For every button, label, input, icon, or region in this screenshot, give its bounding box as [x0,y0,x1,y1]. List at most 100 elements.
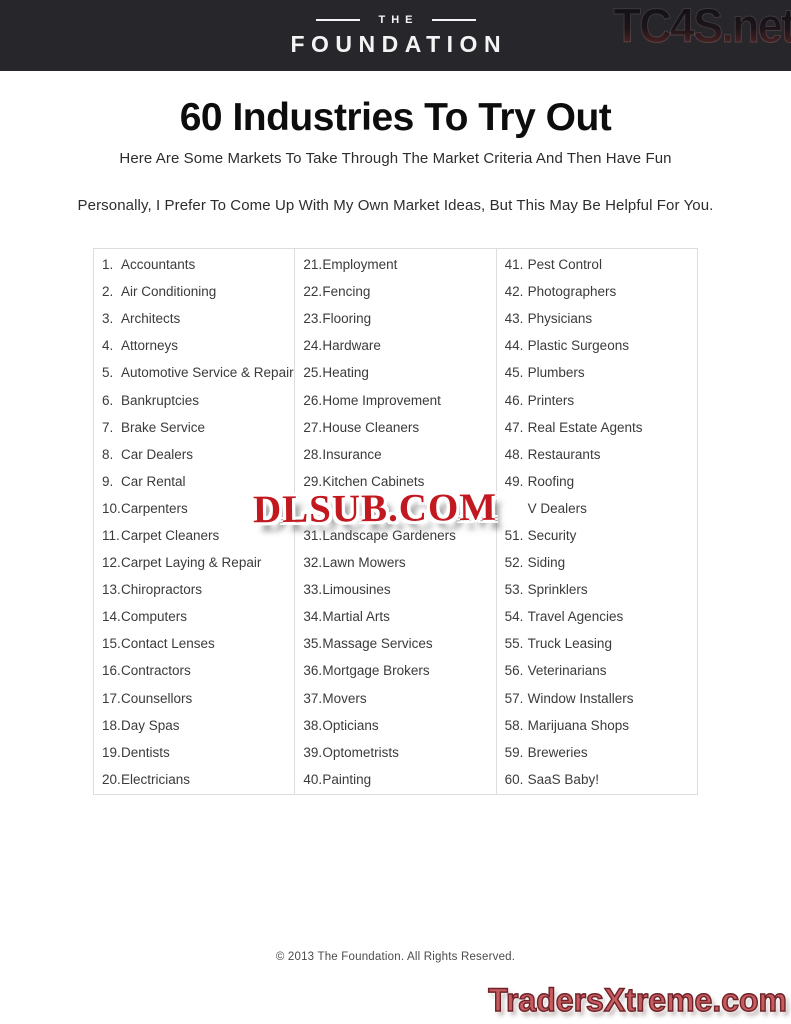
list-item: 36. Mortgage Brokers [303,657,495,684]
intro-note: Personally, I Prefer To Come Up With My … [77,197,714,214]
list-item: 12. Carpet Laying & Repair [102,549,294,576]
list-item-label: Plastic Surgeons [527,338,629,354]
list-item-label: Heating [322,365,369,381]
list-item-number: 17. [102,690,121,706]
list-item-number: 35. [303,636,323,652]
list-item: 17. Counsellors [102,685,294,712]
list-item-label: Fencing [322,284,371,300]
list-item-number: 25. [303,365,323,381]
list-item: 2. Air Conditioning [102,278,294,305]
copyright-text: © 2013 The Foundation. All Rights Reserv… [275,951,516,963]
list-item: 28. Insurance [303,441,495,468]
list-item-label: Dentists [121,744,170,760]
list-item-number: 8. [102,446,114,462]
list-item-label: Real Estate Agents [527,419,643,435]
list-item: 4. Attorneys [102,332,294,359]
list-item-label: Plumbers [527,365,585,381]
list-item-label: Painting [322,771,372,787]
list-item: 31. Landscape Gardeners [303,522,495,549]
list-item-number: 55. [504,636,524,652]
list-item-number: 39. [303,744,323,760]
list-item: 53. Sprinklers [505,576,697,603]
list-item-label: Counsellors [121,690,193,706]
logo-the-text: THE [378,14,419,26]
list-item: 5. Automotive Service & Repair [102,359,294,386]
list-item: 22. Fencing [303,278,495,305]
list-item: 10. Carpenters [102,495,294,522]
logo-top-row: THE [315,14,476,26]
list-item: 23. Flooring [303,305,495,332]
list-item-label: Computers [121,609,188,625]
list-item-number: 53. [504,582,524,598]
list-item-number: 3. [102,311,114,327]
list-item-label: Carpet Cleaners [121,527,220,543]
list-item-label: Kitchen Cabinets [322,473,425,489]
list-item-number: 37. [303,690,323,706]
list-item-number: 33. [303,582,323,598]
list-item: 18. Day Spas [102,712,294,739]
list-item-label: Chiropractors [121,582,203,598]
list-item-number: 2. [102,284,114,300]
list-item-label: Photographers [527,284,617,300]
list-item-label: Mortgage Brokers [322,663,430,679]
list-item-number: 47. [504,419,524,435]
list-item: 25. Heating [303,359,495,386]
list-item-label: Employment [322,257,398,273]
industry-column-2: 21. Employment 22. Fencing 23. Flooring 24. Har… [294,249,495,794]
list-item: 32. Lawn Mowers [303,549,495,576]
list-item-label: Limousines [322,582,391,598]
list-item-number: 31. [303,527,323,543]
list-item: 49. Roofing [505,468,697,495]
list-item-label: Car Rental [121,473,186,489]
industry-column-3: 41. Pest Control 42. Photographers 43. Physic… [495,249,697,794]
header-bar: THE FOUNDATION TC4S.net [0,0,791,71]
list-item: 56. Veterinarians [505,657,697,684]
list-item-label: Flooring [322,311,372,327]
list-item-number: 59. [504,744,524,760]
list-item: 59. Breweries [505,739,697,766]
list-item-number: 6. [102,392,114,408]
list-item: 44. Plastic Surgeons [505,332,697,359]
list-item-label: Attorneys [121,338,179,354]
list-item-number: 22. [303,284,323,300]
list-item: 13. Chiropractors [102,576,294,603]
list-item-number: 41. [504,257,524,273]
list-item: 41. Pest Control [505,251,697,278]
list-item: 57. Window Installers [505,685,697,712]
list-item: 54. Travel Agencies [505,603,697,630]
list-item: 1. Accountants [102,251,294,278]
list-item-label: Day Spas [121,717,180,733]
list-item: 42. Photographers [505,278,697,305]
list-item-label: Contractors [121,663,191,679]
list-item-number: 54. [504,609,524,625]
list-item-number: 32. [303,555,323,571]
list-item-number: 13. [102,582,121,598]
list-item: 19. Dentists [102,739,294,766]
list-item-number: 12. [102,555,121,571]
list-item-label: Marijuana Shops [527,717,629,733]
list-item-number: 7. [102,419,114,435]
list-item-label: Printers [527,392,575,408]
list-item-label: Contact Lenses [121,636,215,652]
list-item-number: 58. [504,717,524,733]
list-item: 55. Truck Leasing [505,630,697,657]
list-item: 39. Optometrists [303,739,495,766]
list-item-number: 42. [504,284,524,300]
watermark-tc4s: TC4S.net [613,0,791,54]
list-item-number: 46. [504,392,524,408]
list-item-number: 29. [303,473,323,489]
list-item-number: 43. [504,311,524,327]
list-item-label: Brake Service [121,419,206,435]
list-item: 20. Electricians [102,766,294,793]
watermark-dlsub: DLSUB.COM [252,485,498,532]
list-item-number: 19. [102,744,121,760]
list-item-label: Carpenters [121,500,188,516]
list-item-number: 48. [504,446,524,462]
list-item-label: Martial Arts [322,609,390,625]
watermark-tradersxtreme: TradersXtreme.com [487,981,787,1018]
list-item: V Dealers [505,495,697,522]
logo-foundation-text: FOUNDATION [290,31,508,57]
list-item: 51. Security [505,522,697,549]
list-item: 58. Marijuana Shops [505,712,697,739]
list-item-label: Bankruptcies [121,392,200,408]
